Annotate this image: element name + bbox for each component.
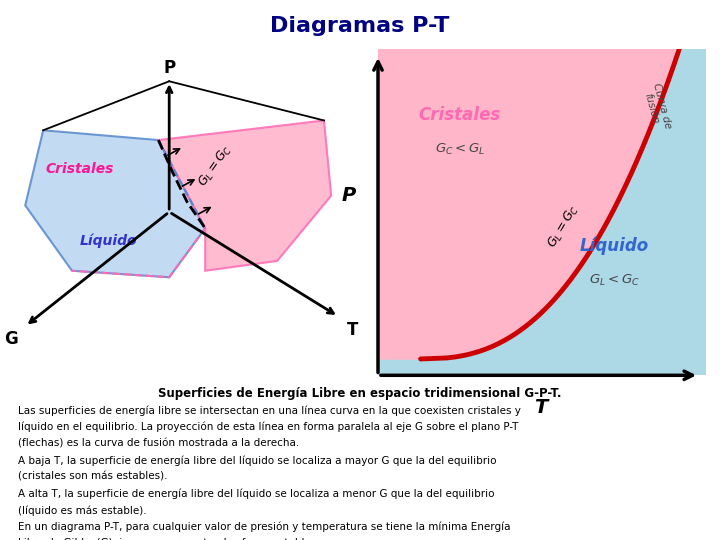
Text: $G_L < G_C$: $G_L < G_C$ <box>588 273 639 288</box>
Text: Libre de Gibbs (G), i.e., se representan las fases estables.: Libre de Gibbs (G), i.e., se representan… <box>18 538 320 540</box>
Text: Las superficies de energía libre se intersectan en una línea curva en la que coe: Las superficies de energía libre se inte… <box>18 406 521 416</box>
Text: G: G <box>4 330 18 348</box>
Text: T: T <box>347 321 359 339</box>
Text: Líquido: Líquido <box>580 237 649 255</box>
Text: A baja T, la superficie de energía libre del líquido se localiza a mayor G que l: A baja T, la superficie de energía libre… <box>18 455 496 465</box>
Text: (cristales son más estables).: (cristales son más estables). <box>18 472 167 482</box>
Text: $G_L = G_C$: $G_L = G_C$ <box>545 202 582 251</box>
Text: Cristales: Cristales <box>419 106 501 125</box>
Polygon shape <box>378 49 680 359</box>
Text: (líquido es más estable).: (líquido es más estable). <box>18 505 146 516</box>
Polygon shape <box>25 130 205 278</box>
Text: En un diagrama P-T, para cualquier valor de presión y temperatura se tiene la mí: En un diagrama P-T, para cualquier valor… <box>18 522 510 532</box>
Text: Líquido: Líquido <box>79 233 137 248</box>
Text: (flechas) es la curva de fusión mostrada a la derecha.: (flechas) es la curva de fusión mostrada… <box>18 438 299 449</box>
Text: A alta T, la superficie de energía libre del líquido se localiza a menor G que l: A alta T, la superficie de energía libre… <box>18 488 495 499</box>
Text: $\boldsymbol{P}$: $\boldsymbol{P}$ <box>341 186 356 205</box>
Text: $\boldsymbol{T}$: $\boldsymbol{T}$ <box>534 399 550 417</box>
Text: P: P <box>163 59 175 77</box>
Text: Curva de
fusión: Curva de fusión <box>640 82 673 133</box>
Text: Superficies de Energía Libre en espacio tridimensional G-P-T.: Superficies de Energía Libre en espacio … <box>158 387 562 400</box>
Text: Cristales: Cristales <box>45 162 113 176</box>
Polygon shape <box>158 120 331 271</box>
Text: Diagramas P-T: Diagramas P-T <box>270 16 450 37</box>
Text: $G_C < G_L$: $G_C < G_L$ <box>435 142 485 157</box>
Text: líquido en el equilibrio. La proyección de esta línea en forma paralela al eje G: líquido en el equilibrio. La proyección … <box>18 422 518 433</box>
Text: $G_L = G_C$: $G_L = G_C$ <box>196 142 236 190</box>
